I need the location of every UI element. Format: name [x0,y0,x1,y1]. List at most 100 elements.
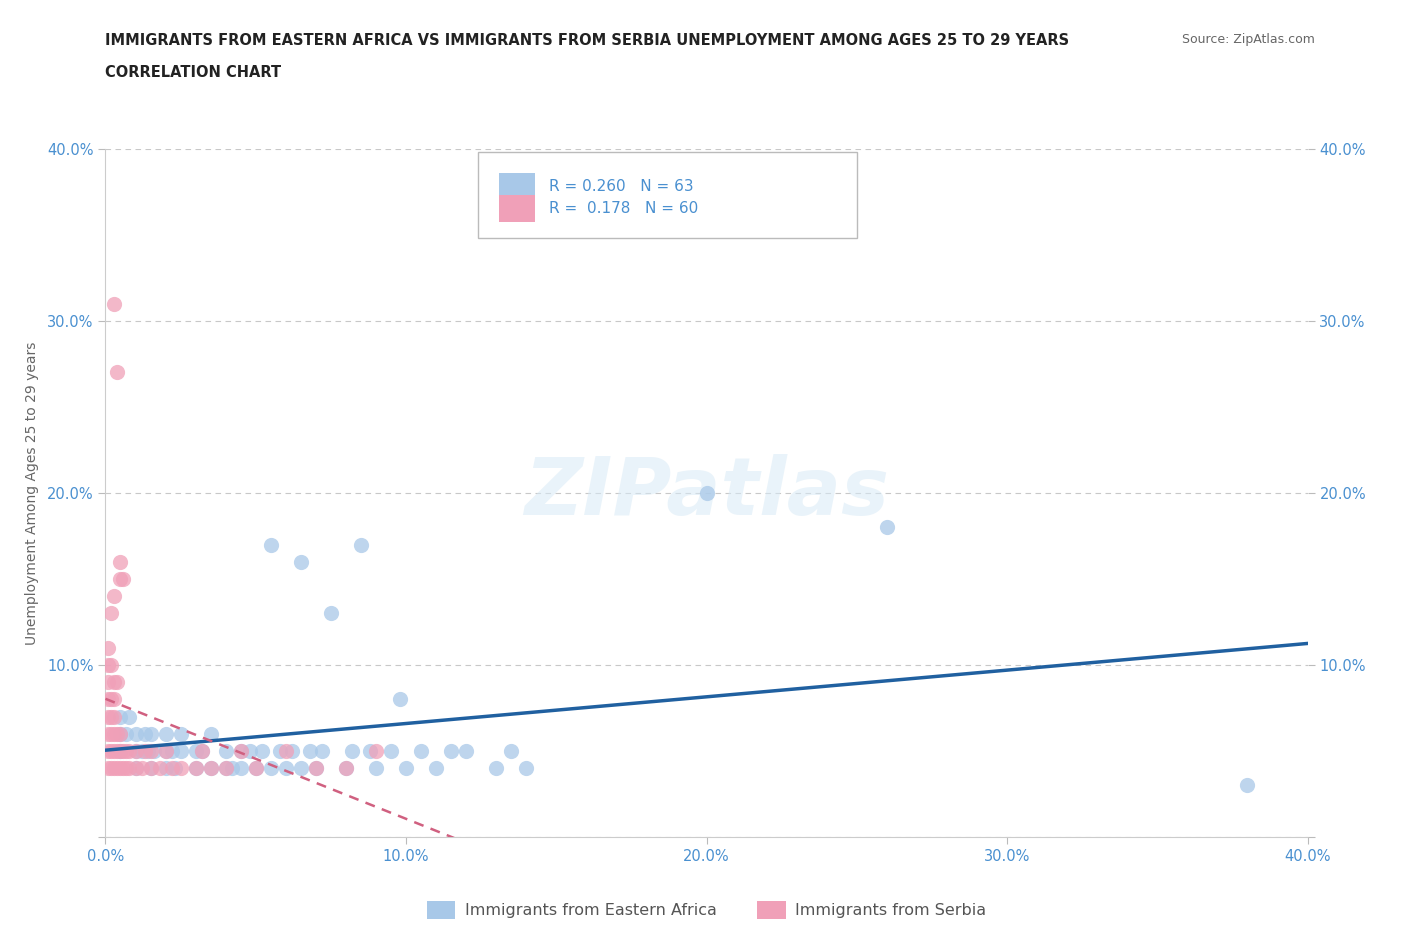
Point [696,485,718,500]
Point [281,744,304,759]
Point [97,744,120,759]
Point [305,761,328,776]
Point [100,744,122,759]
FancyBboxPatch shape [499,195,534,222]
Point [107,365,129,380]
Point [359,744,381,759]
Point [200,726,222,741]
Point [155,761,177,776]
Point [485,761,508,776]
Point [501,744,523,759]
Point [142,744,165,759]
Point [221,761,243,776]
Point [229,744,252,759]
Point [118,744,141,759]
Point [335,761,357,776]
Text: R =  0.178   N = 60: R = 0.178 N = 60 [548,201,699,216]
Point [290,761,312,776]
Point [97,641,120,656]
Point [163,761,186,776]
Point [214,744,236,759]
Point [305,761,328,776]
Text: ZIPatlas: ZIPatlas [524,454,889,532]
Point [110,710,132,724]
Point [124,726,146,741]
Point [103,744,125,759]
Point [139,744,162,759]
Point [103,710,125,724]
FancyBboxPatch shape [478,153,856,238]
Point [97,692,120,707]
Point [200,761,222,776]
Point [131,744,153,759]
Point [103,726,125,741]
Point [115,744,138,759]
Point [184,744,207,759]
Point [107,726,129,741]
Point [139,726,162,741]
Point [136,744,159,759]
Point [100,710,122,724]
Point [124,744,146,759]
Point [229,761,252,776]
Point [107,675,129,690]
Text: Source: ZipAtlas.com: Source: ZipAtlas.com [1181,33,1315,46]
Point [364,744,387,759]
Point [440,744,463,759]
FancyBboxPatch shape [499,173,534,201]
Point [97,761,120,776]
Point [131,761,153,776]
Point [110,572,132,587]
Point [124,761,146,776]
Point [115,726,138,741]
Point [155,726,177,741]
Text: R = 0.260   N = 63: R = 0.260 N = 63 [548,179,693,194]
Point [115,761,138,776]
Point [139,761,162,776]
Point [169,726,191,741]
Point [260,538,283,552]
Text: IMMIGRANTS FROM EASTERN AFRICA VS IMMIGRANTS FROM SERBIA UNEMPLOYMENT AMONG AGES: IMMIGRANTS FROM EASTERN AFRICA VS IMMIGR… [105,33,1070,47]
Point [107,761,129,776]
Text: CORRELATION CHART: CORRELATION CHART [105,65,281,80]
Point [364,761,387,776]
Point [97,710,120,724]
Point [515,761,537,776]
Point [409,744,432,759]
Point [103,297,125,312]
Point [239,744,262,759]
Point [214,761,236,776]
Point [269,744,291,759]
Point [250,744,273,759]
Point [155,744,177,759]
Point [112,761,135,776]
Point [1236,777,1258,792]
Point [184,761,207,776]
Point [169,761,191,776]
Point [260,761,283,776]
Point [290,554,312,569]
Point [425,761,447,776]
Point [110,554,132,569]
Point [319,606,342,621]
Point [110,726,132,741]
Point [298,744,321,759]
Point [97,658,120,672]
Point [100,726,122,741]
Point [190,744,212,759]
Point [214,761,236,776]
Point [876,520,898,535]
Point [190,744,212,759]
Point [350,538,373,552]
Point [103,675,125,690]
Point [245,761,267,776]
Point [155,744,177,759]
Point [395,761,418,776]
Point [103,589,125,604]
Point [112,572,135,587]
Point [110,761,132,776]
Point [110,744,132,759]
Point [107,744,129,759]
Point [274,744,297,759]
Point [124,744,146,759]
